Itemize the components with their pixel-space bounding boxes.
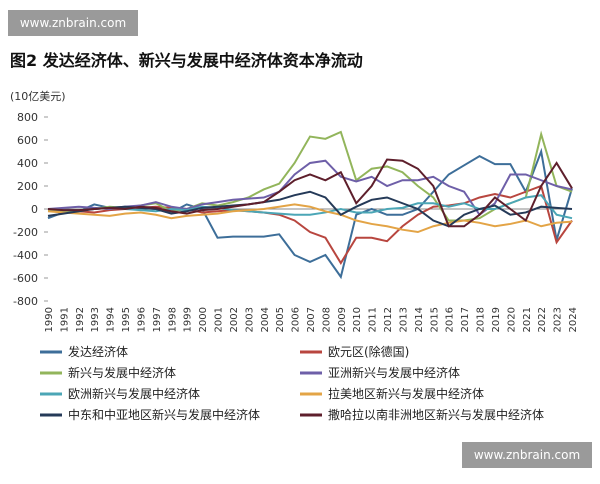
x-tick-label: 2003 xyxy=(244,307,255,332)
x-tick-label: 2010 xyxy=(352,307,363,332)
x-tick-label: 2000 xyxy=(198,307,209,332)
y-tick-label: 0 xyxy=(31,203,38,216)
y-tick-label: 800 xyxy=(17,111,38,124)
x-tick-label: 2004 xyxy=(260,307,271,332)
legend-label: 亚洲新兴与发展中经济体 xyxy=(328,365,460,380)
legend-label: 发达经济体 xyxy=(68,344,128,359)
legend-label: 欧洲新兴与发展中经济体 xyxy=(68,386,200,401)
x-tick-label: 2023 xyxy=(553,307,564,332)
x-tick-label: 2005 xyxy=(275,307,286,332)
y-tick-label: 400 xyxy=(17,157,38,170)
series-line xyxy=(47,159,573,217)
x-tick-label: 2017 xyxy=(460,307,471,332)
x-tick-label: 1998 xyxy=(167,307,178,332)
x-tick-label: 1992 xyxy=(75,307,86,332)
y-tick-label: -400 xyxy=(13,249,38,262)
x-tick-label: 1990 xyxy=(44,307,55,332)
x-tick-label: 2008 xyxy=(321,307,332,332)
y-tick-label: 200 xyxy=(17,180,38,193)
y-tick-label: -600 xyxy=(13,272,38,285)
chart-title: 图2 发达经济体、新兴与发展中经济体资本净流动 xyxy=(10,51,363,70)
series-line xyxy=(47,203,573,234)
x-tick-label: 1997 xyxy=(152,307,163,332)
legend-label: 中东和中亚地区新兴与发展中经济体 xyxy=(68,407,260,422)
x-tick-label: 1995 xyxy=(121,307,132,332)
x-tick-label: 2007 xyxy=(306,307,317,332)
x-tick-label: 2009 xyxy=(337,307,348,332)
series-line xyxy=(47,158,573,228)
x-tick-label: 2022 xyxy=(537,307,548,332)
y-axis-label: (10亿美元) xyxy=(10,90,66,103)
x-tick-label: 2012 xyxy=(383,307,394,332)
x-tick-label: 2016 xyxy=(445,307,456,332)
x-tick-label: 2014 xyxy=(414,307,425,332)
watermark-box xyxy=(462,442,592,468)
series-line xyxy=(47,184,573,265)
legend-label: 撒哈拉以南非洲地区新兴与发展中经济体 xyxy=(328,407,544,422)
y-tick-label: 600 xyxy=(17,134,38,147)
watermark-box xyxy=(8,10,138,36)
y-tick-label: -800 xyxy=(13,295,38,308)
x-tick-label: 1993 xyxy=(90,307,101,332)
x-tick-label: 2002 xyxy=(229,307,240,332)
x-tick-label: 2013 xyxy=(398,307,409,332)
legend-label: 新兴与发展中经济体 xyxy=(68,365,176,380)
watermark: www.znbrain.com xyxy=(474,448,580,462)
legend-label: 欧元区(除德国) xyxy=(328,344,409,359)
x-tick-label: 2006 xyxy=(291,307,302,332)
x-tick-label: 2019 xyxy=(491,307,502,332)
x-tick-label: 2011 xyxy=(368,307,379,332)
x-tick-label: 1999 xyxy=(183,307,194,332)
legend-label: 拉美地区新兴与发展中经济体 xyxy=(328,386,484,401)
x-tick-label: 2015 xyxy=(429,307,440,332)
watermark: www.znbrain.com xyxy=(20,16,126,30)
x-tick-label: 2018 xyxy=(476,307,487,332)
x-tick-label: 1996 xyxy=(136,307,147,332)
x-tick-label: 2001 xyxy=(214,307,225,332)
x-tick-label: 2020 xyxy=(506,307,517,332)
x-tick-label: 1994 xyxy=(106,307,117,332)
y-tick-label: -200 xyxy=(13,226,38,239)
x-tick-label: 2021 xyxy=(522,307,533,332)
x-tick-label: 1991 xyxy=(59,307,70,332)
x-tick-label: 2024 xyxy=(568,307,579,332)
